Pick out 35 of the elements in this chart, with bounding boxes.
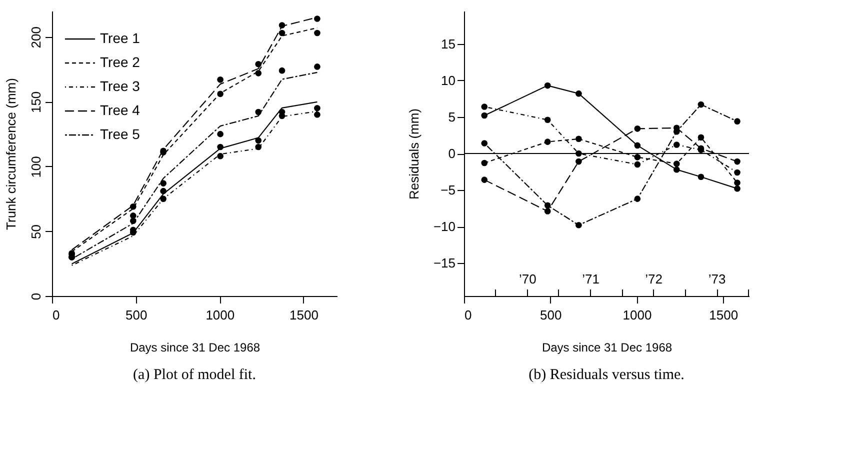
y-tick-label: 5 — [448, 109, 456, 124]
x-tick-label: 0 — [464, 308, 472, 322]
legend-label: Tree 4 — [100, 102, 140, 118]
legend-label: Tree 5 — [100, 126, 140, 142]
x2-tick-label: ’70 — [519, 272, 536, 286]
x-tick-label: 500 — [125, 308, 148, 322]
y-tick-label: −15 — [433, 256, 456, 271]
x-tick-label: 500 — [540, 308, 562, 322]
x-tick-label: 0 — [52, 308, 60, 322]
x-tick-label: 1000 — [206, 308, 235, 322]
y-tick-label: 50 — [28, 224, 44, 239]
x-tick-label: 1000 — [622, 308, 652, 322]
x2-tick-label: ’71 — [582, 272, 600, 286]
y-tick-label: 150 — [28, 91, 44, 114]
x2-tick-label: ’73 — [708, 272, 726, 286]
y-tick-label: 200 — [28, 26, 44, 48]
y-tick-label: 100 — [28, 156, 44, 178]
text: (b) Residuals versus time. — [528, 367, 684, 383]
text: (a) Plot of model fit. — [133, 367, 256, 383]
y-tick-label: 15 — [441, 36, 456, 52]
y-tick-label: 10 — [441, 72, 456, 88]
legend-label: Tree 2 — [100, 54, 140, 70]
legend-label: Tree 3 — [100, 78, 140, 94]
y-tick-label: 0 — [28, 292, 44, 300]
y-axis-title: Residuals (mm) — [406, 108, 422, 200]
x2-tick-label: ’72 — [645, 272, 662, 286]
x-tick-label: 1500 — [709, 308, 738, 322]
legend-label: Tree 1 — [100, 30, 140, 46]
x-axis-title: Days since 31 Dec 1968 — [130, 340, 260, 354]
y-tick-label: 0 — [448, 146, 456, 161]
y-axis-title: Trunk circumference (mm) — [4, 78, 18, 230]
y-tick-label: −10 — [433, 219, 456, 234]
x-tick-label: 1500 — [290, 308, 318, 322]
y-tick-label: −5 — [440, 182, 456, 198]
x-axis-title: Days since 31 Dec 1968 — [542, 340, 672, 354]
